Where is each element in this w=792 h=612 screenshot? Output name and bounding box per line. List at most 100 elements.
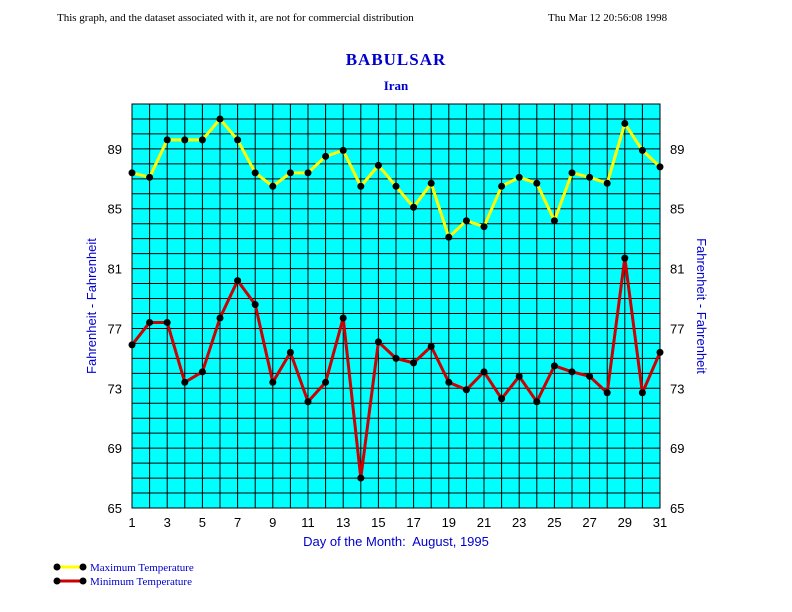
x-tick-label: 7 (234, 515, 241, 530)
max-temperature-point (480, 223, 488, 231)
max-temperature-point (304, 169, 312, 177)
disclaimer-text: This graph, and the dataset associated w… (57, 12, 414, 24)
legend-marker (79, 563, 87, 571)
x-tick-label: 15 (371, 515, 385, 530)
min-temperature-point (322, 378, 330, 386)
min-temperature-point (357, 474, 365, 482)
max-temperature-point (586, 173, 594, 181)
legend-label: Maximum Temperature (90, 562, 194, 574)
min-temperature-point (392, 354, 400, 362)
y-tick-label-right: 69 (670, 441, 684, 456)
min-temperature-point (498, 395, 506, 403)
y-tick-label-right: 73 (670, 381, 684, 396)
x-tick-label: 19 (442, 515, 456, 530)
y-tick-label-left: 81 (108, 262, 122, 277)
max-temperature-point (198, 136, 206, 144)
max-temperature-point (427, 179, 435, 187)
max-temperature-point (656, 163, 664, 171)
min-temperature-point (445, 378, 453, 386)
max-temperature-point (410, 203, 418, 211)
min-temperature-point (533, 398, 541, 406)
x-tick-label: 27 (582, 515, 596, 530)
min-temperature-point (128, 341, 136, 349)
y-tick-label-left: 65 (108, 501, 122, 516)
x-tick-label: 5 (199, 515, 206, 530)
min-temperature-point (480, 368, 488, 376)
min-temperature-point (181, 378, 189, 386)
x-tick-label: 21 (477, 515, 491, 530)
y-tick-label-left: 77 (108, 321, 122, 336)
legend-marker (79, 577, 87, 585)
max-temperature-point (533, 179, 541, 187)
max-temperature-point (216, 115, 224, 123)
min-temperature-point (515, 372, 523, 380)
x-tick-label: 9 (269, 515, 276, 530)
min-temperature-point (198, 368, 206, 376)
y-axis-label-left: Fahrenheit - Fahrenheit (84, 238, 99, 374)
chart-subtitle: Iran (383, 78, 409, 93)
max-temperature-point (568, 169, 576, 177)
min-temperature-point (586, 372, 594, 380)
max-temperature-point (498, 182, 506, 190)
y-tick-label-left: 69 (108, 441, 122, 456)
min-temperature-point (656, 348, 664, 356)
x-tick-label: 11 (301, 515, 315, 530)
max-temperature-point (128, 169, 136, 177)
y-tick-label-right: 81 (670, 262, 684, 277)
min-temperature-point (251, 301, 259, 309)
min-temperature-point (603, 389, 611, 397)
max-temperature-point (603, 179, 611, 187)
max-temperature-point (515, 173, 523, 181)
plot-frame (131, 103, 661, 509)
max-temperature-point (392, 182, 400, 190)
y-tick-label-left: 73 (108, 381, 122, 396)
y-tick-label-left: 89 (108, 142, 122, 157)
max-temperature-point (234, 136, 242, 144)
min-temperature-point (286, 348, 294, 356)
min-temperature-point (568, 368, 576, 376)
legend-label: Minimum Temperature (90, 576, 192, 588)
max-temperature-point (638, 146, 646, 154)
min-temperature-point (638, 389, 646, 397)
x-tick-label: 1 (128, 515, 135, 530)
max-temperature-point (269, 182, 277, 190)
max-temperature-point (462, 217, 470, 225)
y-tick-label-right: 89 (670, 142, 684, 157)
legend-marker (53, 577, 61, 585)
min-temperature-point (216, 314, 224, 322)
max-temperature-point (322, 152, 330, 160)
min-temperature-point (462, 386, 470, 394)
x-tick-label: 3 (164, 515, 171, 530)
max-temperature-point (146, 173, 154, 181)
min-temperature-point (374, 338, 382, 346)
min-temperature-point (410, 359, 418, 367)
x-tick-label: 25 (547, 515, 561, 530)
timestamp-text: Thu Mar 12 20:56:08 1998 (548, 12, 668, 24)
max-temperature-point (339, 146, 347, 154)
y-tick-label-right: 77 (670, 321, 684, 336)
min-temperature-point (146, 318, 154, 326)
min-temperature-point (621, 254, 629, 262)
min-temperature-point (427, 342, 435, 350)
y-axis-label-right: Fahrenheit - Fahrenheit (694, 238, 709, 374)
x-axis-label: Day of the Month: August, 1995 (303, 534, 489, 549)
max-temperature-point (445, 233, 453, 241)
chart-title: BABULSAR (345, 50, 447, 69)
min-temperature-point (304, 398, 312, 406)
max-temperature-point (163, 136, 171, 144)
max-temperature-point (181, 136, 189, 144)
y-tick-label-right: 65 (670, 501, 684, 516)
max-temperature-point (621, 119, 629, 127)
min-temperature-point (550, 362, 558, 370)
max-temperature-point (251, 169, 259, 177)
x-tick-label: 29 (618, 515, 632, 530)
max-temperature-point (357, 182, 365, 190)
x-tick-label: 13 (336, 515, 350, 530)
y-tick-label-right: 85 (670, 202, 684, 217)
y-tick-label-left: 85 (108, 202, 122, 217)
min-temperature-point (163, 318, 171, 326)
legend-marker (53, 563, 61, 571)
min-temperature-point (234, 277, 242, 285)
x-tick-label: 17 (406, 515, 420, 530)
